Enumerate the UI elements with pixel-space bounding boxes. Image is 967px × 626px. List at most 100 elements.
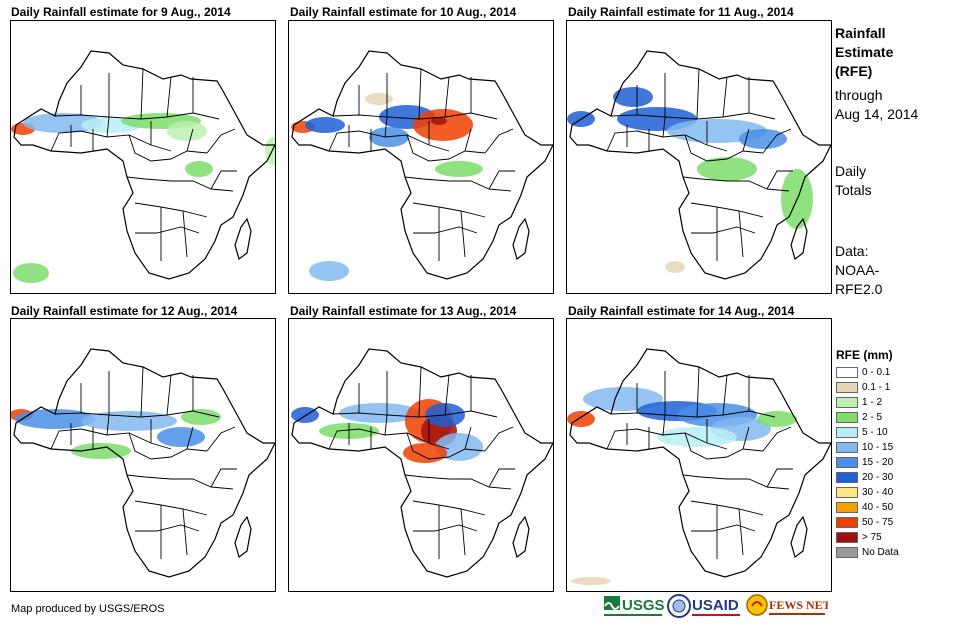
country-border [444,76,450,118]
country-border [134,202,208,218]
country-border [662,116,666,138]
rainfall-patch [739,129,787,149]
country-border [186,128,194,152]
country-border [210,170,237,190]
coastline [569,348,831,578]
rainfall-patch [305,117,345,133]
africa-map [291,348,553,578]
country-border [166,76,172,118]
country-border [722,374,728,416]
rainfall-patch [23,113,103,133]
map-panel-aug10 [288,20,554,294]
country-border [384,414,388,436]
heading-line-3: (RFE) [835,63,873,79]
legend-label: 2 - 5 [862,412,883,423]
legend-label: 30 - 40 [862,487,894,498]
country-border [460,508,466,556]
through-line-1: through [835,87,883,103]
rainfall-patch [413,109,473,141]
coastline [13,348,275,578]
country-border [742,128,750,152]
source-line-2: NOAA- [835,262,880,278]
country-border [684,432,764,460]
country-border [140,366,144,418]
country-border [140,68,144,120]
country-border [134,500,208,516]
country-border [722,76,728,118]
legend-swatch [836,502,858,513]
rainfall-patch [71,443,131,459]
panel-title-aug13: Daily Rainfall estimate for 13 Aug., 201… [290,304,517,318]
source-line-3: RFE2.0 [835,281,883,297]
source-line-1: Data: [835,243,869,259]
legend-swatch [836,367,858,378]
rainfall-patch [697,157,757,181]
country-border [166,374,172,416]
coastline [790,217,808,261]
africa-map [11,348,275,578]
country-border [126,176,234,192]
map-panel-aug14 [566,318,832,592]
country-border [404,474,512,490]
rainfall-patch [309,261,349,281]
sidebar-source: Data: NOAA- RFE2.0 [835,242,882,299]
africa-map [11,50,275,283]
rainfall-patch [571,577,611,585]
fewsnet-logo-text: FEWS NET [769,598,828,612]
rainfall-patch [431,117,447,125]
heading-line-2: Estimate [835,44,894,60]
legend-label: 10 - 15 [862,442,894,453]
africa-map [291,50,553,281]
country-border [488,170,515,190]
legend-label: No Data [862,547,899,558]
panel-title-aug10: Daily Rainfall estimate for 10 Aug., 201… [290,5,517,19]
totals-line-2: Totals [835,182,872,198]
rainfall-patch [13,263,49,283]
country-border [186,426,194,450]
rainfall-patch [157,427,205,447]
coastline [13,50,275,280]
country-border [128,134,208,162]
country-border [762,128,792,154]
country-border [464,128,472,152]
sidebar-heading: Rainfall Estimate (RFE) [835,24,893,81]
country-border [460,210,466,258]
country-border [691,226,756,234]
rainfall-patch [185,161,213,177]
country-border [766,468,793,488]
rainfall-patch [583,387,663,411]
legend-title: RFE (mm) [836,348,893,362]
legend-swatch [836,472,858,483]
legend-swatch [836,442,858,453]
legend-label: 15 - 20 [862,457,894,468]
usgs-logo-text: USGS [622,597,664,614]
legend-swatch [836,412,858,423]
country-border [210,468,237,488]
legend-swatch [836,532,858,543]
rainfall-patch [435,433,483,461]
country-border [206,128,236,154]
country-border [738,210,744,258]
country-border [691,524,756,532]
map-panel-aug11 [566,20,832,294]
rainfall-patch [181,409,221,425]
country-border [418,366,422,418]
country-border [412,500,486,516]
coastline [234,515,252,559]
legend-label: 5 - 10 [862,427,888,438]
sidebar-totals: Daily Totals [835,162,872,200]
country-border [488,468,515,488]
country-border [682,474,790,490]
legend-label: > 75 [862,532,882,543]
fewsnet-logo: FEWS NET [746,594,828,616]
country-border [412,202,486,218]
country-border [406,134,486,162]
legend-label: 0.1 - 1 [862,382,891,393]
legend-swatch [836,487,858,498]
rainfall-patch [435,161,483,177]
through-line-2: Aug 14, 2014 [835,106,919,122]
sidebar-through: through Aug 14, 2014 [835,86,918,124]
africa-map [567,348,831,585]
country-border [106,414,110,436]
legend-swatch [836,547,858,558]
